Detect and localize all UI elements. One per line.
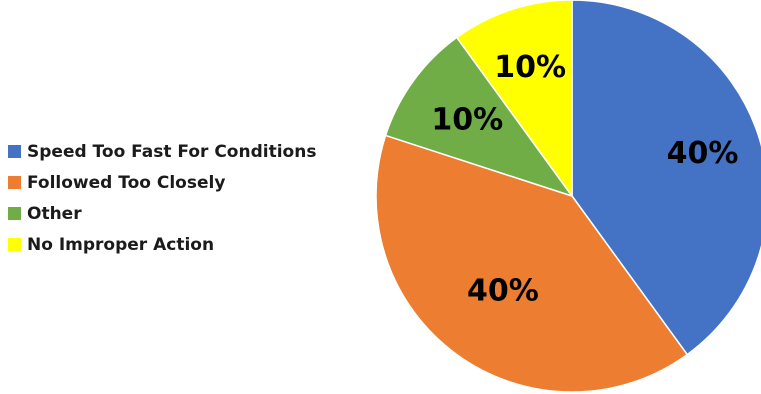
legend-swatch-no-improper-action — [8, 238, 21, 251]
legend-label-other: Other — [27, 203, 82, 224]
legend-item-followed-too-closely: Followed Too Closely — [8, 167, 316, 198]
legend-item-other: Other — [8, 198, 316, 229]
legend-item-no-improper-action: No Improper Action — [8, 229, 316, 260]
chart-legend: Speed Too Fast For Conditions Followed T… — [8, 136, 316, 260]
legend-label-no-improper-action: No Improper Action — [27, 234, 215, 255]
pie-slice-other — [384, 36, 574, 198]
pie-slice-speed-too-fast — [571, 0, 761, 356]
data-label-followed-too-closely: 40% — [467, 274, 539, 309]
data-label-no-improper-action: 10% — [494, 50, 566, 85]
legend-label-speed-too-fast: Speed Too Fast For Conditions — [27, 141, 317, 162]
legend-swatch-speed-too-fast — [8, 145, 21, 158]
legend-swatch-followed-too-closely — [8, 176, 21, 189]
data-label-other: 10% — [431, 103, 503, 138]
pie-slice-no-improper-action — [455, 0, 573, 199]
legend-swatch-other — [8, 207, 21, 220]
legend-item-speed-too-fast: Speed Too Fast For Conditions — [8, 136, 316, 167]
legend-label-followed-too-closely: Followed Too Closely — [27, 172, 226, 193]
pie-slice-followed-too-closely — [375, 134, 689, 393]
data-label-speed-too-fast: 40% — [667, 136, 739, 171]
